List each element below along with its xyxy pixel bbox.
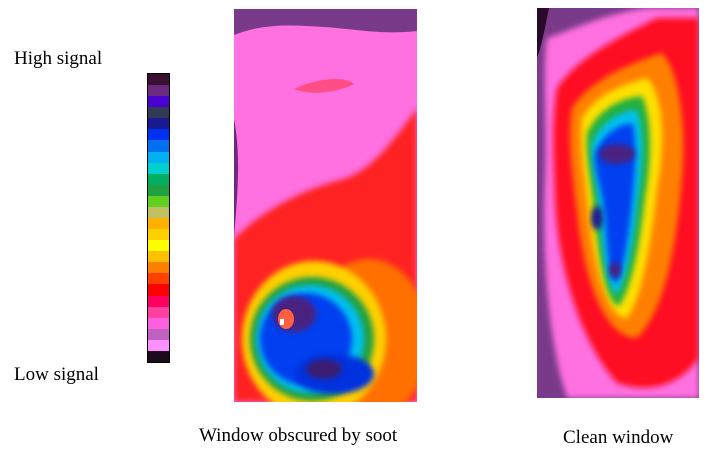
color-scale-step xyxy=(148,151,169,163)
color-scale-step xyxy=(148,306,169,318)
color-scale-step xyxy=(148,328,169,340)
color-scale-step xyxy=(148,107,169,119)
color-scale-step xyxy=(148,240,169,252)
color-scale-step xyxy=(148,262,169,274)
color-scale-step xyxy=(148,295,169,307)
color-scale-bar xyxy=(147,73,170,363)
clean-window-caption: Clean window xyxy=(563,427,674,448)
color-scale-step xyxy=(148,195,169,207)
color-scale-step xyxy=(148,96,169,108)
clean-window-image xyxy=(537,8,699,398)
soot-window-caption: Window obscured by soot xyxy=(199,425,398,446)
color-scale-step xyxy=(148,162,169,174)
color-scale-step xyxy=(148,251,169,263)
color-scale-step xyxy=(148,85,169,97)
color-scale-step xyxy=(148,218,169,230)
color-scale-step xyxy=(148,184,169,196)
color-scale-step xyxy=(148,339,169,351)
color-scale-step xyxy=(148,206,169,219)
color-scale-step xyxy=(148,229,169,241)
color-scale-step xyxy=(148,118,169,130)
color-scale-step xyxy=(148,173,169,185)
color-scale-step xyxy=(148,74,169,86)
color-scale-step xyxy=(148,129,169,141)
high-signal-label: High signal xyxy=(14,48,103,69)
color-scale-step xyxy=(148,317,169,329)
soot-window-image xyxy=(234,9,417,402)
low-signal-label: Low signal xyxy=(14,364,99,385)
color-scale-step xyxy=(148,284,169,296)
color-scale-step xyxy=(148,140,169,152)
color-scale-step xyxy=(148,273,169,285)
color-scale-step xyxy=(148,350,169,363)
